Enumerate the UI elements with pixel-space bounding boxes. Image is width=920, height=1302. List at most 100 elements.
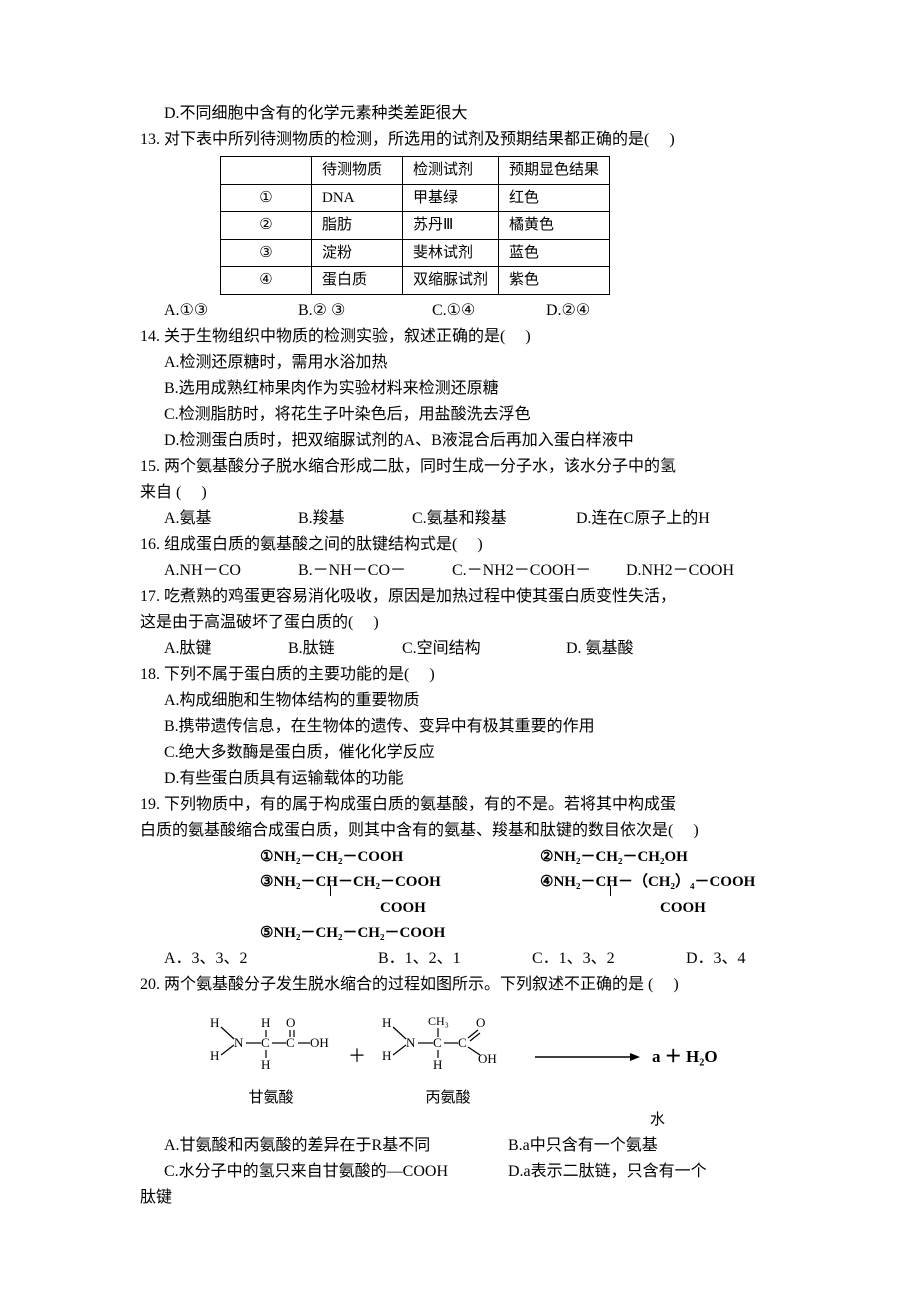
- water-label: 水: [140, 1109, 780, 1132]
- q13-stem: 13. 对下表中所列待测物质的检测，所选用的试剂及预期结果都正确的是( ): [140, 128, 780, 152]
- svg-text:H: H: [261, 1057, 270, 1072]
- table-row: ② 脂肪 苏丹Ⅲ 橘黄色: [221, 212, 610, 240]
- q20-d2: 肽键: [140, 1186, 780, 1210]
- q17-stem1: 17. 吃煮熟的鸡蛋更容易消化吸收，原因是加热过程中使其蛋白质变性失活，: [140, 585, 780, 609]
- cell: 蓝色: [499, 239, 610, 267]
- q20-stem: 20. 两个氨基酸分子发生脱水缩合的过程如图所示。下列叙述不正确的是 ( ): [140, 973, 780, 997]
- opt-a: A.NH－CO: [164, 559, 294, 583]
- table-row: ④ 蛋白质 双缩脲试剂 紫色: [221, 267, 610, 295]
- opt-c: C.氨基和羧基: [412, 507, 572, 531]
- q20-ab: A.甘氨酸和丙氨酸的差异在于R基不同 B.a中只含有一个氨基: [140, 1134, 780, 1158]
- q15-stem2: 来自 ( ): [140, 481, 780, 505]
- cell: 苏丹Ⅲ: [403, 212, 499, 240]
- svg-text:N: N: [406, 1035, 416, 1050]
- formula-4a: ④NH₂－CH－（CH₂）₄－COOH: [540, 870, 755, 896]
- svg-text:H: H: [382, 1015, 391, 1030]
- q17-options: A.肽键 B.肽链 C.空间结构 D. 氨基酸: [140, 637, 780, 661]
- cell: 预期显色结果: [499, 157, 610, 185]
- formula-3b: COOH: [330, 900, 426, 916]
- glycine-label: 甘氨酸: [206, 1087, 336, 1110]
- q20-a: A.甘氨酸和丙氨酸的差异在于R基不同: [164, 1134, 504, 1158]
- cell: 红色: [499, 184, 610, 212]
- opt-c: C.空间结构: [402, 637, 562, 661]
- q13-table: 待测物质 检测试剂 预期显色结果 ① DNA 甲基绿 红色 ② 脂肪 苏丹Ⅲ 橘…: [220, 156, 610, 295]
- svg-text:H: H: [210, 1015, 219, 1030]
- opt-c: C.①④: [432, 299, 542, 323]
- svg-text:C: C: [286, 1035, 295, 1050]
- products: a ＋ H₂O: [646, 1044, 724, 1070]
- svg-text:N: N: [234, 1035, 244, 1050]
- formula-4b: COOH: [610, 900, 706, 916]
- cell: 双缩脲试剂: [403, 267, 499, 295]
- opt-b: B．1、2、1: [378, 947, 528, 971]
- q18-d: D.有些蛋白质具有运输载体的功能: [140, 767, 780, 791]
- table-row: 待测物质 检测试剂 预期显色结果: [221, 157, 610, 185]
- q14-c: C.检测脂肪时，将花生子叶染色后，用盐酸洗去浮色: [140, 403, 780, 427]
- opt-b: B.－NH－CO－: [298, 559, 448, 583]
- q19-stem2: 白质的氨基酸缩合成蛋白质，则其中含有的氨基、羧基和肽键的数目依次是( ): [140, 819, 780, 843]
- cell: 斐林试剂: [403, 239, 499, 267]
- q12-option-d: D.不同细胞中含有的化学元素种类差距很大: [140, 102, 780, 126]
- cell: 甲基绿: [403, 184, 499, 212]
- q15-stem1: 15. 两个氨基酸分子脱水缩合形成二肽，同时生成一分子水，该水分子中的氢: [140, 455, 780, 479]
- opt-d: D.NH2－COOH: [626, 559, 734, 583]
- table-row: ③ 淀粉 斐林试剂 蓝色: [221, 239, 610, 267]
- opt-b: B.羧基: [298, 507, 408, 531]
- q19-options: A．3、3、2 B．1、2、1 C．1、3、2 D．3、4: [140, 947, 780, 971]
- svg-text:C: C: [433, 1035, 442, 1050]
- q20-b: B.a中只含有一个氨基: [508, 1137, 658, 1154]
- q14-d: D.检测蛋白质时，把双缩脲试剂的A、B液混合后再加入蛋白样液中: [140, 429, 780, 453]
- q15-options: A.氨基 B.羧基 C.氨基和羧基 D.连在C原子上的H: [140, 507, 780, 531]
- opt-a: A.肽键: [164, 637, 284, 661]
- q14-stem: 14. 关于生物组织中物质的检测实验，叙述正确的是( ): [140, 325, 780, 349]
- cell: [221, 157, 312, 185]
- q18-stem: 18. 下列不属于蛋白质的主要功能的是( ): [140, 663, 780, 687]
- svg-text:CH₃: CH₃: [428, 1014, 449, 1028]
- q19-formulas: ①NH₂－CH₂－COOH ②NH₂－CH₂－CH₂OH ③NH₂－CH－CH₂…: [140, 845, 780, 947]
- plus-sign: ＋: [342, 1043, 372, 1070]
- svg-text:H: H: [433, 1057, 442, 1072]
- svg-text:H: H: [210, 1048, 219, 1063]
- opt-a: A.氨基: [164, 507, 294, 531]
- q18-a: A.构成细胞和生物体结构的重要物质: [140, 689, 780, 713]
- opt-a: A．3、3、2: [164, 947, 374, 971]
- opt-b: B.② ③: [298, 299, 428, 323]
- table-row: ① DNA 甲基绿 红色: [221, 184, 610, 212]
- cell: ②: [221, 212, 312, 240]
- opt-d: D．3、4: [686, 947, 746, 971]
- q14-b: B.选用成熟红柿果肉作为实验材料来检测还原糖: [140, 377, 780, 401]
- opt-a: A.①③: [164, 299, 294, 323]
- formula-3a: ③NH₂－CH－CH₂－COOH: [260, 870, 540, 896]
- cell: DNA: [312, 184, 403, 212]
- formula-1: ①NH₂－CH₂－COOH: [260, 845, 540, 871]
- opt-c: C.－NH2－COOH－: [452, 559, 622, 583]
- q16-options: A.NH－CO B.－NH－CO－ C.－NH2－COOH－ D.NH2－COO…: [140, 559, 780, 583]
- opt-d: D.连在C原子上的H: [576, 507, 710, 531]
- alanine-label: 丙氨酸: [378, 1087, 518, 1110]
- cell: 脂肪: [312, 212, 403, 240]
- cell: 蛋白质: [312, 267, 403, 295]
- opt-d: D. 氨基酸: [566, 637, 634, 661]
- svg-text:OH: OH: [478, 1051, 497, 1066]
- alanine-structure: H H N CH₃ C H C O OH 丙氨酸: [372, 1005, 524, 1110]
- svg-text:O: O: [476, 1015, 485, 1030]
- q18-b: B.携带遗传信息，在生物体的遗传、变异中有极其重要的作用: [140, 715, 780, 739]
- cell: ④: [221, 267, 312, 295]
- cell: 淀粉: [312, 239, 403, 267]
- q13-options: A.①③ B.② ③ C.①④ D.②④: [140, 299, 780, 323]
- q20-d1: D.a表示二肽链，只含有一个: [508, 1163, 707, 1180]
- opt-b: B.肽链: [288, 637, 398, 661]
- svg-text:O: O: [286, 1015, 295, 1030]
- cell: 待测物质: [312, 157, 403, 185]
- cell: 橘黄色: [499, 212, 610, 240]
- cell: 紫色: [499, 267, 610, 295]
- q17-stem2: 这是由于高温破坏了蛋白质的( ): [140, 611, 780, 635]
- formula-5: ⑤NH₂－CH₂－CH₂－COOH: [260, 921, 540, 947]
- q14-a: A.检测还原糖时，需用水浴加热: [140, 351, 780, 375]
- svg-text:OH: OH: [310, 1035, 329, 1050]
- q19-stem1: 19. 下列物质中，有的属于构成蛋白质的氨基酸，有的不是。若将其中构成蛋: [140, 793, 780, 817]
- glycine-structure: H H N H C H O C OH 甘氨酸: [200, 1005, 342, 1110]
- q16-stem: 16. 组成蛋白质的氨基酸之间的肽键结构式是( ): [140, 533, 780, 557]
- arrow-icon: [524, 1047, 646, 1067]
- cell: ③: [221, 239, 312, 267]
